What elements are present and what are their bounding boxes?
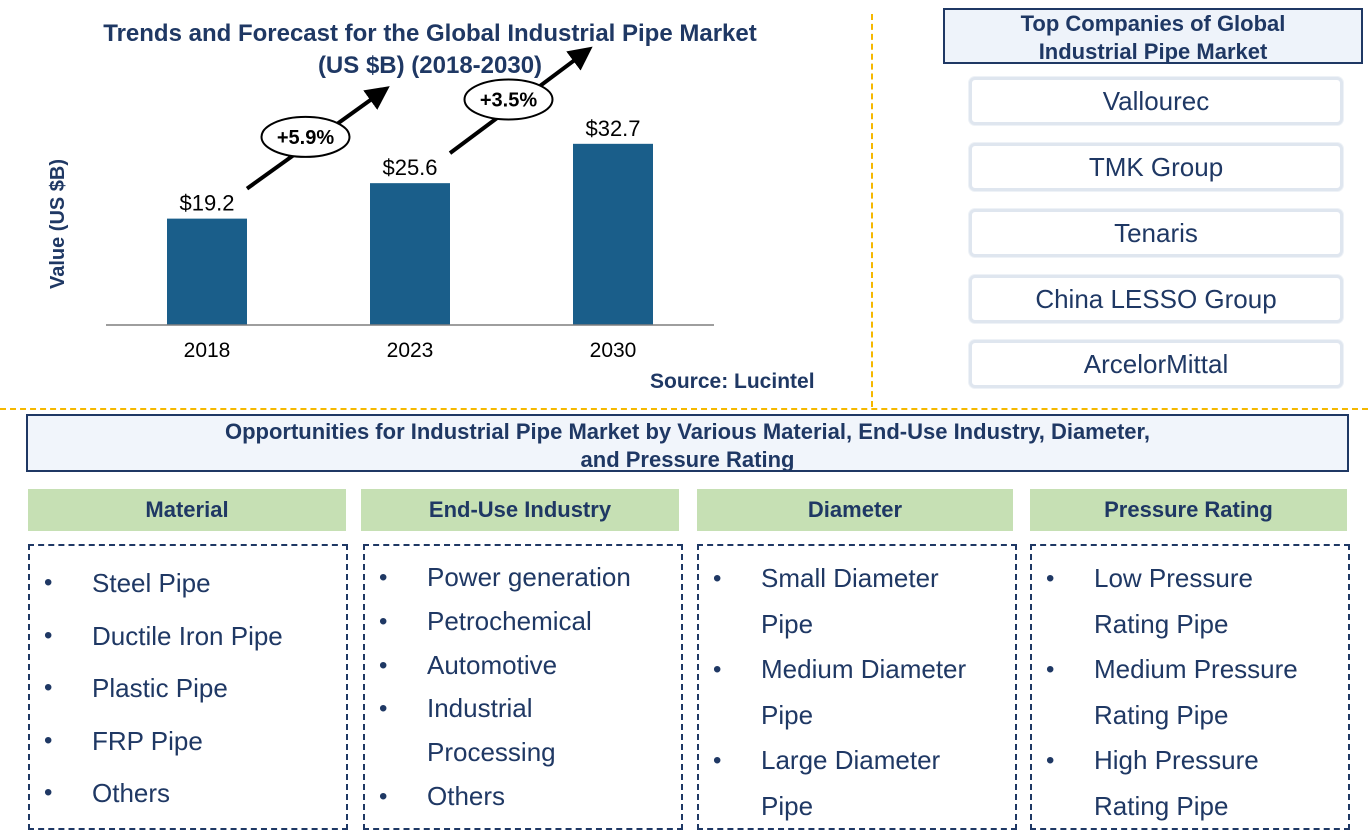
company-box: Vallourec [969,77,1343,125]
bar-value-label: $25.6 [382,155,437,180]
category-header-material: Material [28,489,346,531]
company-name: Tenaris [1114,217,1198,248]
horizontal-divider [0,408,1368,410]
company-box: Tenaris [969,209,1343,257]
growth-badge [463,78,554,121]
list-item: High Pressure Rating Pipe [1032,738,1348,829]
end-use-industry-list-box: Power generation Petrochemical Automotiv… [363,544,683,830]
diameter-list-box: Small Diameter Pipe Medium Diameter Pipe… [697,544,1017,830]
y-axis-label: Value (US $B) [47,159,69,289]
list-item: Plastic Pipe [30,662,346,715]
growth-badge [260,115,351,158]
x-tick-label: 2030 [590,339,637,362]
company-box: China LESSO Group [969,275,1343,323]
opportunities-title-line-1: Opportunities for Industrial Pipe Market… [224,419,1151,444]
growth-rate-label: +5.9% [277,127,334,149]
source-note: Source: Lucintel [650,370,815,393]
x-tick-label: 2023 [387,339,434,362]
list-item: Others [30,767,346,820]
material-list-box: Steel Pipe Ductile Iron Pipe Plastic Pip… [28,544,348,830]
list-item: FRP Pipe [30,715,346,768]
pressure-rating-list: Low Pressure Rating Pipe Medium Pressure… [1032,556,1348,830]
diameter-list: Small Diameter Pipe Medium Diameter Pipe… [699,556,1015,830]
pressure-rating-list-box: Low Pressure Rating Pipe Medium Pressure… [1030,544,1350,830]
bar-value-label: $19.2 [179,191,234,216]
category-header-diameter: Diameter [697,489,1013,531]
company-name: Vallourec [1102,85,1210,116]
companies-title: Top Companies of Global Industrial Pipe … [943,8,1363,64]
list-item: Small Diameter Pipe [699,556,1015,647]
material-list: Steel Pipe Ductile Iron Pipe Plastic Pip… [30,557,346,820]
chart-title: Trends and Forecast for the Global Indus… [30,18,830,82]
category-header-pressure-rating: Pressure Rating [1030,489,1347,531]
list-item: Ductile Iron Pipe [30,610,346,663]
list-item: Others [365,775,681,819]
companies-title-line-2: Industrial Pipe Market [1038,39,1268,64]
company-name: China LESSO Group [1035,283,1277,314]
category-header-end-use-industry: End-Use Industry [361,489,679,531]
list-item: Power generation [365,556,681,600]
growth-rate-label: +3.5% [480,89,537,111]
opportunities-title: Opportunities for Industrial Pipe Market… [26,414,1349,472]
company-box: ArcelorMittal [969,340,1343,388]
opportunities-title-line-2: and Pressure Rating [580,447,795,472]
company-name: TMK Group [1088,151,1224,182]
list-item: Industrial Processing [365,687,681,775]
list-item: Medium Pressure Rating Pipe [1032,647,1348,738]
list-item: Steel Pipe [30,557,346,610]
list-item: Large Diameter Pipe [699,738,1015,829]
list-item: Petrochemical [365,600,681,644]
bar-2018 [167,218,247,325]
x-tick-label: 2018 [184,339,231,362]
list-item: Low Pressure Rating Pipe [1032,556,1348,647]
bar-chart: Value (US $B) $19.2 2018 $25.6 2023 $32.7 203… [47,46,714,362]
company-box: TMK Group [969,143,1343,191]
vertical-divider [871,14,873,407]
list-item: Medium Diameter Pipe [699,647,1015,738]
list-item: Automotive [365,644,681,688]
bar-2023 [370,183,450,325]
bar-value-label: $32.7 [585,116,640,141]
chart-title-line-2: (US $B) (2018-2030) [317,52,543,79]
end-use-industry-list: Power generation Petrochemical Automotiv… [365,556,681,819]
chart-title-line-1: Trends and Forecast for the Global Indus… [103,20,757,47]
company-name: ArcelorMittal [1083,348,1229,379]
companies-title-line-1: Top Companies of Global [1020,11,1286,36]
bar-2030 [573,143,653,325]
